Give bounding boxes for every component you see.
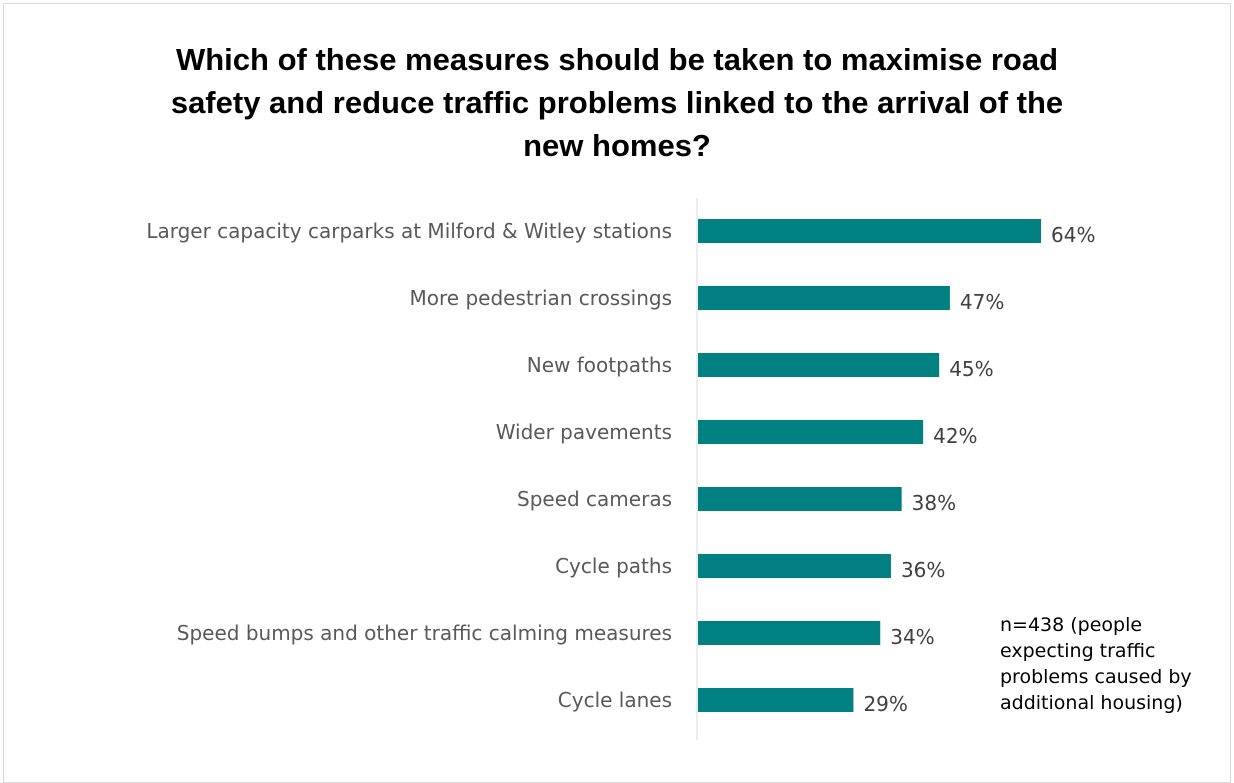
chart-title-line-2: safety and reduce traffic problems linke… xyxy=(170,85,1064,120)
chart-title-line-1: Which of these measures should be taken … xyxy=(175,42,1059,77)
category-label-4: Wider pavements xyxy=(496,420,672,444)
bar-1 xyxy=(698,219,1042,243)
chart-frame xyxy=(3,3,1231,783)
value-label-6: 36% xyxy=(901,558,945,582)
category-label-6: Cycle paths xyxy=(555,554,672,578)
bar-4 xyxy=(698,420,924,444)
bar-6 xyxy=(698,554,891,578)
bar-5 xyxy=(698,487,902,511)
category-label-3: New footpaths xyxy=(527,353,672,377)
bar-series: Larger capacity carparks at Milford & Wi… xyxy=(146,219,1095,716)
value-label-4: 42% xyxy=(933,424,977,448)
value-label-3: 45% xyxy=(949,357,993,381)
category-label-8: Cycle lanes xyxy=(558,688,672,712)
value-label-2: 47% xyxy=(960,290,1004,314)
chart-title-line-3: new homes? xyxy=(523,128,711,163)
bar-8 xyxy=(698,688,854,712)
bar-3 xyxy=(698,353,940,377)
bar-2 xyxy=(698,286,950,310)
bar-7 xyxy=(698,621,881,645)
value-label-5: 38% xyxy=(912,491,956,515)
value-label-8: 29% xyxy=(863,692,907,716)
category-label-2: More pedestrian crossings xyxy=(410,286,672,310)
value-label-1: 64% xyxy=(1051,223,1095,247)
chart-title: Which of these measures should be taken … xyxy=(0,38,1234,167)
category-label-5: Speed cameras xyxy=(517,487,672,511)
sample-size-note: n=438 (people expecting traffic problems… xyxy=(1000,614,1192,714)
category-label-1: Larger capacity carparks at Milford & Wi… xyxy=(146,219,672,243)
value-label-7: 34% xyxy=(890,625,934,649)
category-label-7: Speed bumps and other traffic calming me… xyxy=(177,621,672,645)
